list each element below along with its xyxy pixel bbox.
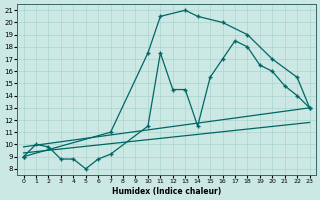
X-axis label: Humidex (Indice chaleur): Humidex (Indice chaleur): [112, 187, 221, 196]
